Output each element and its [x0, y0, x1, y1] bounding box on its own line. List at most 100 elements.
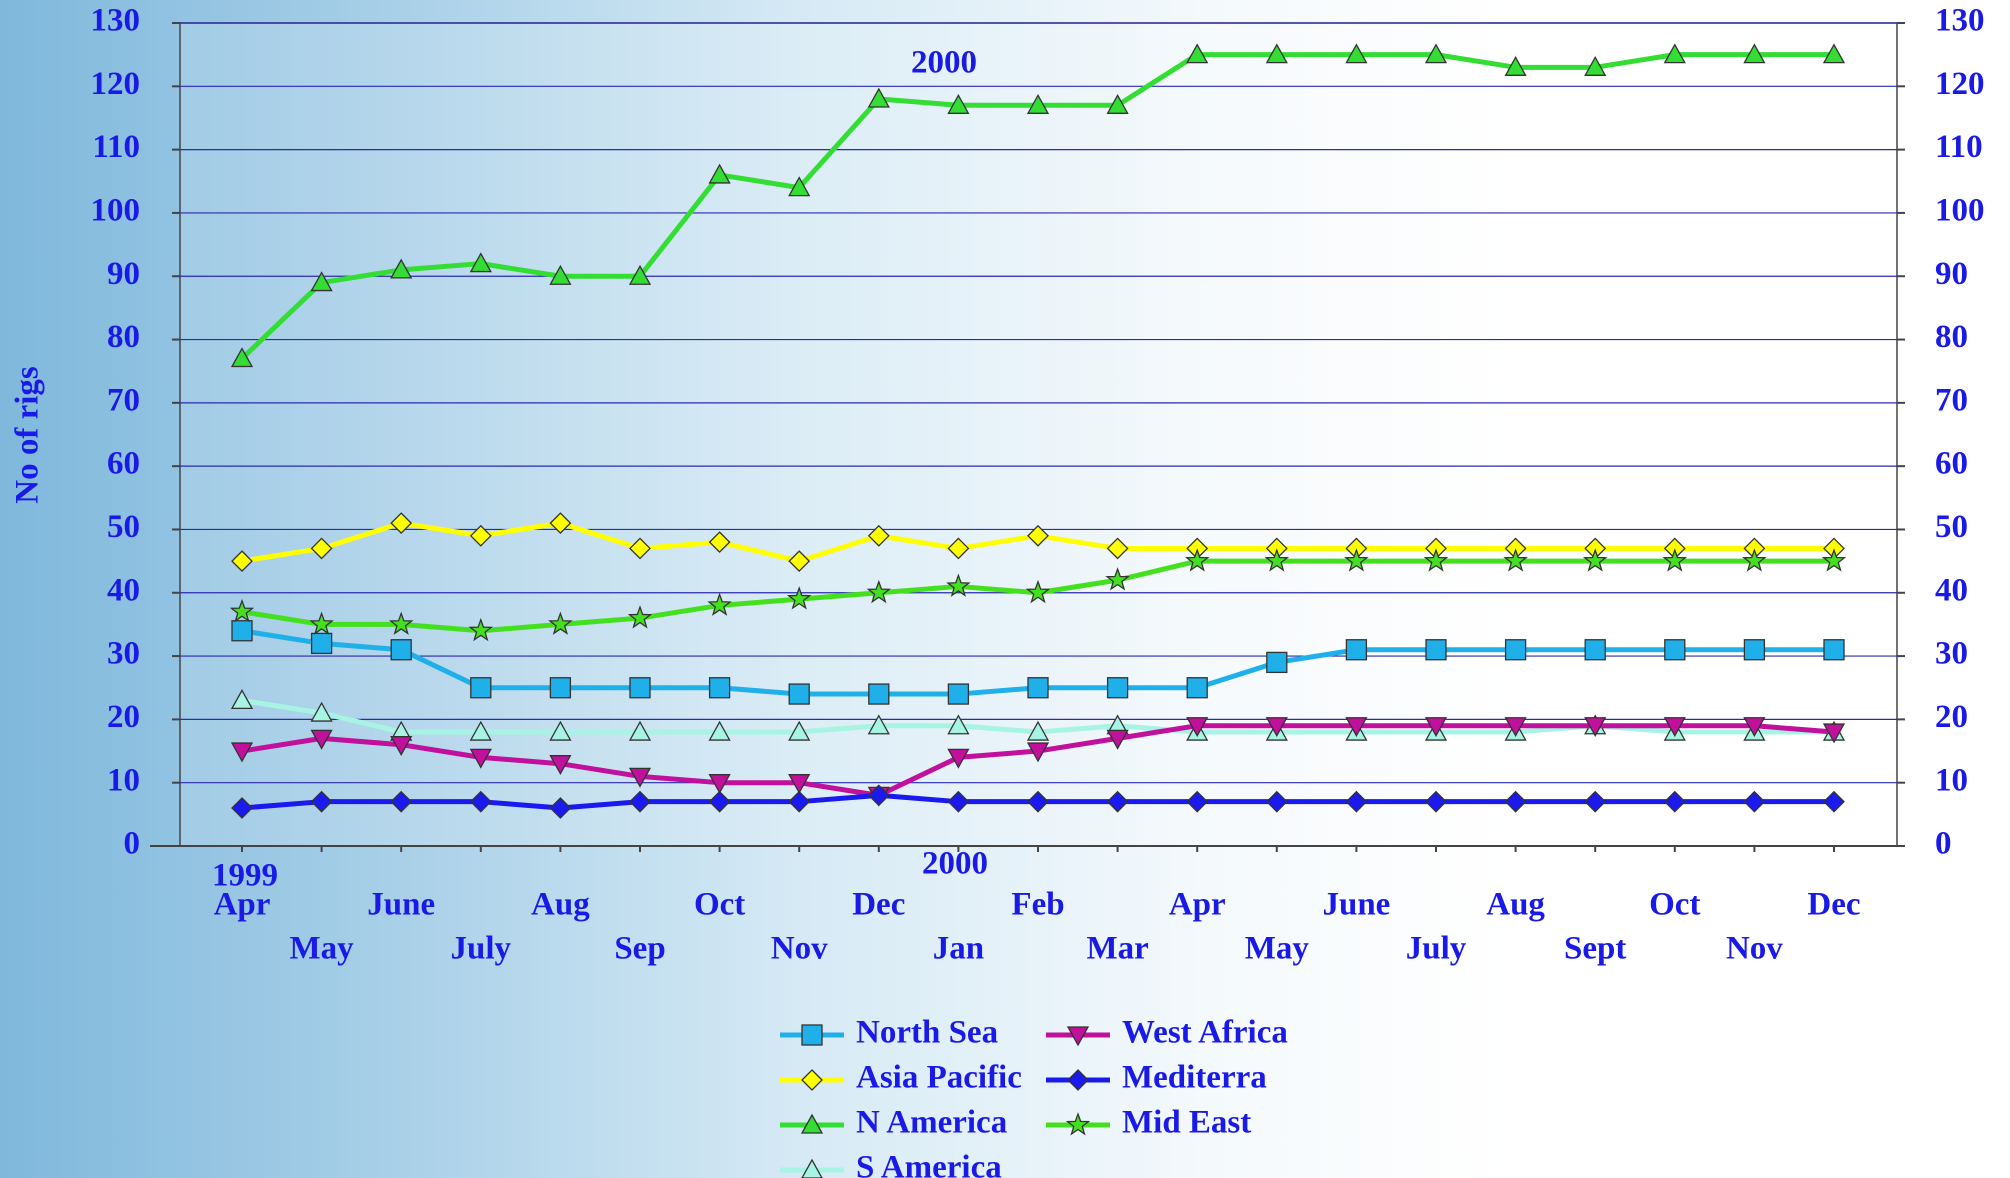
marker — [1027, 524, 1049, 547]
marker — [1582, 548, 1608, 572]
marker — [1105, 567, 1130, 591]
marker — [628, 720, 652, 741]
marker — [310, 537, 333, 560]
marker — [801, 1024, 823, 1046]
marker — [1663, 790, 1686, 813]
marker — [1664, 639, 1686, 661]
marker — [468, 617, 494, 642]
marker — [1186, 677, 1208, 699]
y-tick-label: 90 — [107, 256, 140, 292]
marker — [629, 790, 651, 813]
x-tick-label: May — [290, 931, 355, 967]
marker — [469, 524, 492, 547]
marker — [947, 537, 970, 560]
marker — [1025, 579, 1051, 604]
y-axis-label: No of rigs — [10, 366, 46, 504]
marker — [390, 258, 413, 279]
marker — [867, 87, 890, 108]
marker — [470, 677, 492, 699]
marker — [549, 264, 572, 285]
marker — [230, 689, 254, 710]
marker — [231, 797, 253, 819]
marker — [1067, 1069, 1089, 1091]
marker — [867, 524, 890, 547]
marker — [1822, 723, 1846, 744]
marker — [1106, 729, 1129, 750]
legend-label: S America — [856, 1150, 1002, 1178]
y2-tick-label: 40 — [1935, 572, 1968, 608]
marker — [708, 531, 731, 554]
series — [230, 43, 1846, 368]
marker — [230, 347, 254, 368]
marker — [707, 592, 732, 616]
series — [231, 512, 1845, 573]
marker — [708, 720, 731, 741]
x-tick-label: Jan — [933, 931, 984, 967]
marker — [1662, 548, 1688, 572]
marker — [1584, 639, 1606, 661]
marker — [230, 742, 254, 763]
x-tick-label: Nov — [771, 931, 828, 967]
annotation: 2000 — [911, 45, 977, 81]
marker — [708, 790, 731, 813]
marker — [310, 701, 333, 722]
marker — [549, 512, 572, 535]
marker — [310, 271, 333, 292]
marker — [229, 598, 255, 623]
marker — [549, 755, 572, 776]
y2-tick-label: 50 — [1935, 509, 1968, 545]
marker — [801, 1069, 823, 1091]
y2-tick-label: 70 — [1935, 382, 1968, 418]
y-tick-label: 70 — [107, 382, 140, 418]
marker — [866, 579, 892, 604]
marker — [1106, 790, 1129, 813]
marker — [1584, 717, 1607, 738]
marker — [1504, 55, 1527, 76]
legend-label: Mid East — [1122, 1105, 1251, 1141]
marker — [708, 677, 731, 699]
y2-tick-label: 60 — [1935, 446, 1968, 482]
legend: North Sea Asia Pacific N America S America W… — [780, 1015, 1288, 1178]
x-tick-label: Feb — [1011, 887, 1064, 923]
legend-label: N America — [856, 1105, 1007, 1141]
legend-label: Mediterra — [1122, 1060, 1267, 1096]
marker — [1821, 548, 1847, 572]
marker — [708, 774, 731, 795]
marker — [1265, 790, 1288, 813]
y-tick-label: 10 — [107, 762, 140, 798]
x-tick-label: May — [1245, 931, 1310, 967]
y2-tick-label: 20 — [1935, 699, 1968, 735]
y2-tick-label: 110 — [1935, 129, 1983, 165]
marker — [867, 714, 890, 735]
marker — [1026, 93, 1050, 114]
x-tick-label: June — [1322, 887, 1390, 923]
marker — [788, 720, 811, 741]
x-tick-label: Nov — [1726, 931, 1783, 967]
marker — [1106, 677, 1129, 699]
marker — [1186, 717, 1209, 738]
marker — [800, 1113, 824, 1134]
x-tick-label: Dec — [1807, 887, 1860, 923]
marker — [867, 784, 890, 807]
x-tick-label: Aug — [1486, 887, 1545, 923]
marker — [548, 611, 573, 635]
marker — [310, 632, 333, 655]
x-tick-label: July — [1406, 931, 1467, 967]
marker — [1186, 43, 1209, 64]
marker — [1584, 55, 1607, 76]
legend-label: West Africa — [1122, 1015, 1288, 1051]
x-tick-label: Oct — [1649, 887, 1700, 923]
marker — [947, 714, 970, 735]
y2-tick-label: 0 — [1935, 826, 1952, 862]
marker — [549, 797, 572, 819]
y-tick-label: 120 — [91, 66, 141, 102]
marker — [1584, 790, 1607, 813]
marker — [1066, 1026, 1090, 1047]
marker — [231, 550, 253, 573]
y-tick-label: 110 — [92, 129, 140, 165]
marker — [1823, 790, 1845, 813]
marker — [469, 748, 492, 769]
marker — [628, 767, 652, 788]
y2-tick-label: 30 — [1935, 636, 1968, 672]
